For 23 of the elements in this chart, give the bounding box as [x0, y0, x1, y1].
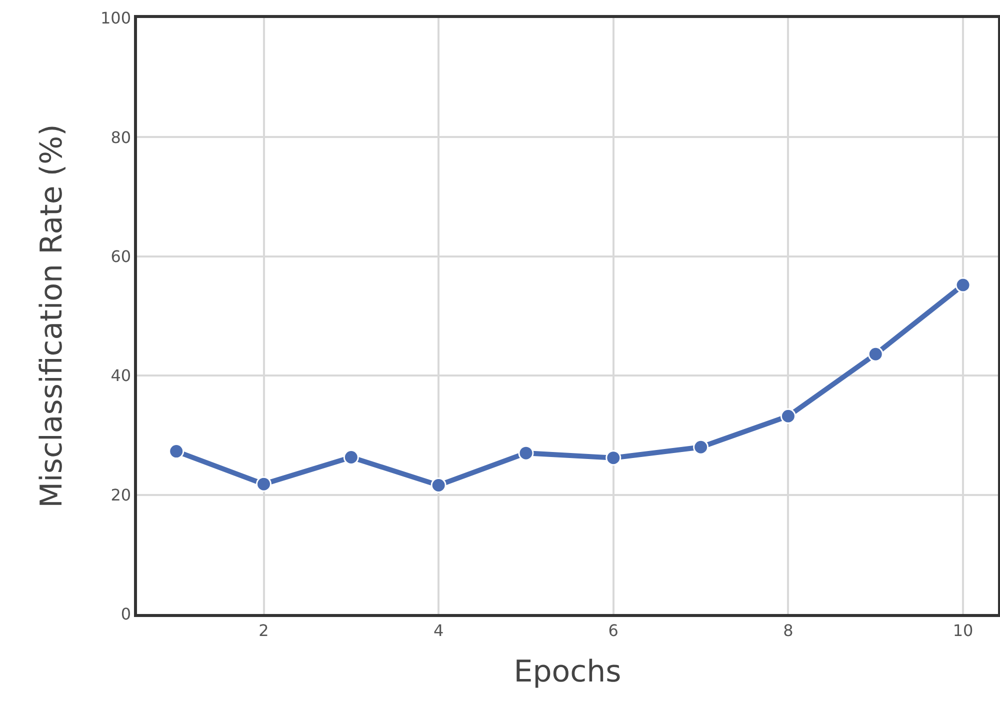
- point: [343, 450, 359, 465]
- y-tick-label: 100: [100, 8, 132, 28]
- y-tick-label: 60: [110, 247, 132, 266]
- x-tick-label: 8: [783, 620, 794, 640]
- x-tick-label: 10: [952, 620, 974, 640]
- y-axis-title: Misclassification Rate (%): [34, 124, 70, 508]
- point: [168, 444, 184, 460]
- y-tick-label: 80: [110, 128, 132, 147]
- point: [256, 476, 272, 492]
- x-tick-label: 4: [433, 620, 444, 640]
- point: [518, 445, 534, 461]
- x-axis-title: Epochs: [514, 654, 622, 690]
- point: [955, 277, 971, 293]
- point: [430, 478, 446, 494]
- point: [868, 346, 884, 362]
- y-tick-label: 0: [120, 604, 132, 624]
- y-tick-label: 40: [110, 366, 132, 386]
- x-tick-label: 2: [258, 620, 269, 640]
- point: [780, 408, 796, 424]
- point: [606, 450, 622, 466]
- point: [693, 439, 709, 455]
- y-tick-label: 20: [110, 485, 132, 504]
- x-tick-label: 6: [608, 620, 618, 640]
